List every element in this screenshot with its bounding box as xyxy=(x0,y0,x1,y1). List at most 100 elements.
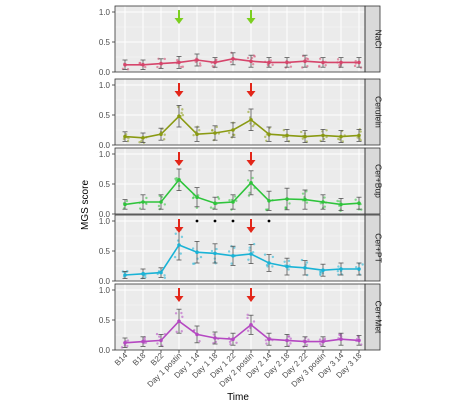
individual-point xyxy=(338,64,341,67)
panel-background xyxy=(115,215,365,281)
y-tick-label: 0.5 xyxy=(99,316,111,325)
individual-point xyxy=(122,137,126,141)
down-arrow-head-icon xyxy=(246,160,256,166)
data-point xyxy=(159,61,163,66)
individual-point xyxy=(337,265,340,268)
individual-point xyxy=(163,276,167,280)
individual-point xyxy=(140,139,143,143)
individual-point xyxy=(305,201,309,204)
data-point xyxy=(231,254,235,258)
individual-point xyxy=(264,339,268,342)
panel-cerulein: 0.0 0.5 1.0 Cerulein xyxy=(99,78,384,150)
data-point xyxy=(303,266,307,270)
individual-point xyxy=(247,258,250,261)
individual-point xyxy=(307,338,310,341)
individual-point xyxy=(181,315,184,319)
data-point xyxy=(213,336,217,340)
individual-point xyxy=(301,192,305,195)
y-tick-label: 0.0 xyxy=(99,68,111,77)
data-point xyxy=(141,272,145,276)
individual-point xyxy=(288,202,291,205)
data-point xyxy=(177,243,181,247)
individual-point xyxy=(228,198,231,202)
individual-point xyxy=(359,130,362,133)
individual-point xyxy=(156,65,159,69)
individual-point xyxy=(233,195,237,198)
individual-point xyxy=(181,113,185,117)
individual-point xyxy=(251,176,254,180)
individual-point xyxy=(235,199,238,203)
data-point xyxy=(321,268,325,273)
data-point xyxy=(357,60,361,65)
data-point xyxy=(267,60,271,65)
data-point xyxy=(213,201,217,205)
individual-point xyxy=(139,61,142,65)
data-point xyxy=(213,251,217,256)
down-arrow-head-icon xyxy=(174,18,184,24)
panel-strip-label: Cerulein xyxy=(374,96,384,128)
significance-marker xyxy=(231,219,235,223)
individual-point xyxy=(191,196,195,200)
significance-marker xyxy=(195,219,199,223)
individual-point xyxy=(320,344,323,347)
individual-point xyxy=(300,130,303,134)
individual-point xyxy=(246,313,249,317)
individual-point xyxy=(338,333,341,336)
individual-point xyxy=(322,137,326,141)
individual-point xyxy=(251,124,255,128)
individual-point xyxy=(301,137,305,140)
individual-point xyxy=(341,140,344,143)
individual-point xyxy=(162,138,166,141)
individual-point xyxy=(336,199,339,203)
series-line xyxy=(124,320,360,344)
panel-cer-met: 0.0 0.5 1.0 Cer+Met xyxy=(99,283,384,355)
individual-point xyxy=(323,196,326,199)
data-point xyxy=(123,341,127,345)
individual-point xyxy=(324,64,327,67)
data-point xyxy=(303,339,307,344)
data-point xyxy=(141,63,145,67)
individual-point xyxy=(353,64,357,68)
data-point xyxy=(339,267,343,271)
individual-point xyxy=(246,179,250,182)
data-point xyxy=(123,134,127,139)
data-point xyxy=(357,338,361,343)
data-point xyxy=(213,60,217,65)
panel-border xyxy=(114,283,366,351)
y-tick-label: 1.0 xyxy=(99,150,111,159)
individual-point xyxy=(173,255,177,259)
individual-point xyxy=(180,235,184,239)
individual-point xyxy=(266,265,269,268)
panel-nacl: 0.0 0.5 1.0 NaCl xyxy=(99,5,384,77)
individual-point xyxy=(217,197,221,200)
individual-point xyxy=(318,338,322,341)
individual-point xyxy=(283,260,286,263)
individual-point xyxy=(191,262,195,265)
data-point xyxy=(303,59,307,63)
individual-point xyxy=(144,65,147,69)
individual-point xyxy=(211,128,214,132)
individual-point xyxy=(361,263,364,266)
individual-point xyxy=(157,204,161,208)
significance-marker xyxy=(213,219,217,223)
individual-point xyxy=(233,246,236,249)
individual-point xyxy=(305,261,309,264)
individual-point xyxy=(247,110,250,114)
panel-border xyxy=(114,147,366,215)
y-axis-title: MGS score xyxy=(80,180,91,230)
individual-point xyxy=(179,65,183,69)
series-line xyxy=(124,178,360,206)
individual-point xyxy=(210,249,214,253)
data-point xyxy=(123,202,127,207)
y-tick-label: 0.5 xyxy=(99,111,111,120)
data-point xyxy=(321,133,325,138)
panel-border xyxy=(114,214,366,282)
individual-point xyxy=(305,343,309,347)
data-point xyxy=(357,267,361,271)
individual-point xyxy=(250,56,254,60)
individual-point xyxy=(126,339,130,342)
panel-strip-label: Cer+Bup xyxy=(374,164,384,198)
individual-point xyxy=(191,247,195,250)
individual-point xyxy=(179,252,182,255)
